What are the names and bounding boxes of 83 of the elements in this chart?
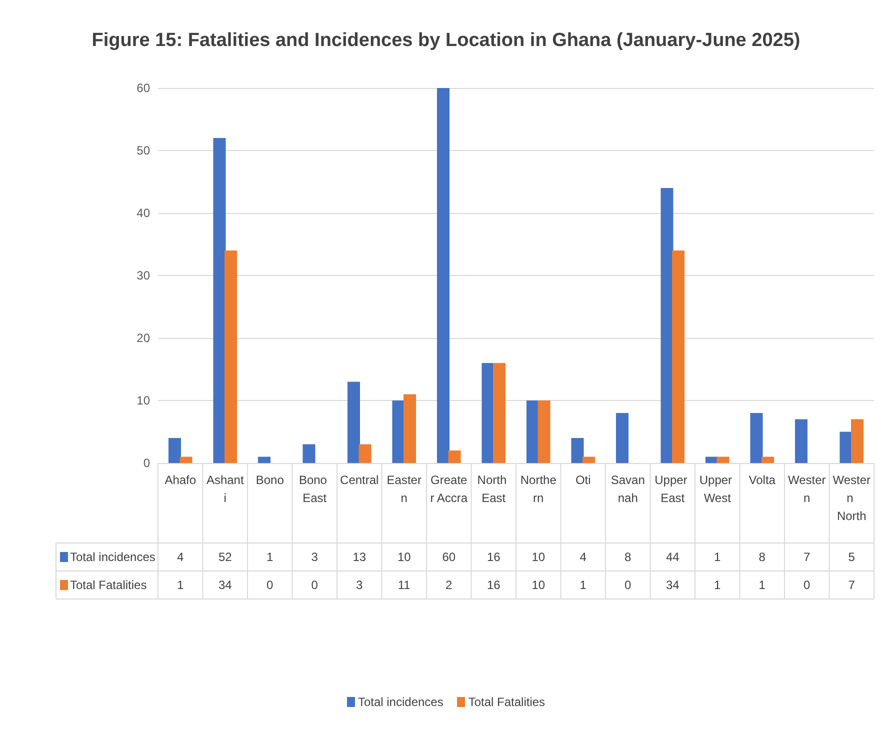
x-tick-label: Savannah xyxy=(610,473,645,505)
bar xyxy=(302,444,316,463)
bar xyxy=(660,188,674,463)
bar xyxy=(582,456,596,463)
bar xyxy=(168,438,181,463)
chart-title: Figure 15: Fatalities and Incidences by Location in Ghana (January-June 2025) xyxy=(92,30,800,51)
data-label: 13 xyxy=(352,550,366,564)
x-tick-label: Volta xyxy=(748,473,776,487)
data-label: 0 xyxy=(624,578,632,592)
bar xyxy=(404,394,416,463)
legend-label: Total incidences xyxy=(70,550,156,564)
text: Total Fatalities xyxy=(468,695,546,709)
x-tick-label: Bono East xyxy=(298,473,330,505)
x-tick-label: Eastern xyxy=(386,473,422,505)
bar xyxy=(258,456,270,463)
data-label: 1 xyxy=(266,550,274,564)
bar xyxy=(794,419,808,463)
data-label: 1 xyxy=(714,550,722,564)
bar xyxy=(716,456,730,463)
x-tick-label: Northern xyxy=(520,473,557,505)
data-label: 3 xyxy=(311,550,318,564)
data-label: 0 xyxy=(311,578,318,592)
data-label: 2 xyxy=(446,578,453,592)
y-tick-label: 60 xyxy=(136,81,150,95)
data-label: 11 xyxy=(398,578,411,592)
x-tick-label: Greater Accra xyxy=(430,473,468,505)
data-label: 44 xyxy=(666,550,680,564)
data-label: 7 xyxy=(804,550,811,564)
bar xyxy=(750,413,763,463)
y-tick-label: 10 xyxy=(136,394,150,408)
data-label: 1 xyxy=(177,578,184,592)
bar xyxy=(762,456,774,463)
data-label: 7 xyxy=(848,578,856,592)
data-label: 4 xyxy=(580,550,587,564)
x-tick-label: Upper East xyxy=(654,473,691,505)
data-label: 8 xyxy=(758,550,766,564)
x-tick-label: Western North xyxy=(832,473,871,523)
bar xyxy=(224,250,238,463)
data-label: 60 xyxy=(442,550,456,564)
data-label: 3 xyxy=(356,578,364,592)
bar xyxy=(493,363,506,463)
data-label: 0 xyxy=(266,578,274,592)
x-tick-label: Ahafo xyxy=(164,473,196,487)
x-tick-label: Bono xyxy=(256,473,284,487)
y-tick-label: 20 xyxy=(136,331,150,345)
x-tick-label: Oti xyxy=(575,473,591,487)
data-label: 10 xyxy=(532,578,546,592)
data-label: 5 xyxy=(848,550,856,564)
bar xyxy=(448,450,461,463)
bar xyxy=(213,138,226,463)
bar xyxy=(571,438,584,463)
data-label: 52 xyxy=(218,550,232,564)
bar xyxy=(436,88,450,463)
data-label: 1 xyxy=(580,578,587,592)
data-label: 10 xyxy=(397,550,412,564)
data-label: 16 xyxy=(486,578,501,592)
y-tick-label: 40 xyxy=(136,206,150,220)
data-label: 1 xyxy=(714,578,722,592)
y-tick-label: 0 xyxy=(143,456,150,470)
data-label: 34 xyxy=(666,578,680,592)
bar xyxy=(538,400,550,463)
x-tick-label: Upper West xyxy=(699,473,736,505)
bar xyxy=(180,456,192,463)
data-label: 8 xyxy=(624,550,632,564)
data-label: 1 xyxy=(758,578,766,592)
data-label: 4 xyxy=(177,550,184,564)
bar xyxy=(616,413,628,463)
legend-label: Total Fatalities xyxy=(70,578,147,592)
data-label: 10 xyxy=(532,550,546,564)
x-tick-label: Ashanti xyxy=(206,473,244,505)
y-tick-label: 30 xyxy=(136,268,150,282)
bar xyxy=(347,382,360,463)
data-label: 0 xyxy=(804,578,811,592)
data-label: 34 xyxy=(218,578,232,592)
data-label: 16 xyxy=(486,550,501,564)
y-tick-label: 50 xyxy=(136,144,150,158)
x-tick-label: North East xyxy=(477,473,510,505)
x-tick-label: Central xyxy=(340,473,379,487)
text: Total incidences xyxy=(358,695,444,709)
bar xyxy=(672,250,685,463)
bar xyxy=(358,444,372,463)
x-tick-label: Western xyxy=(788,473,826,505)
bar xyxy=(851,419,864,463)
